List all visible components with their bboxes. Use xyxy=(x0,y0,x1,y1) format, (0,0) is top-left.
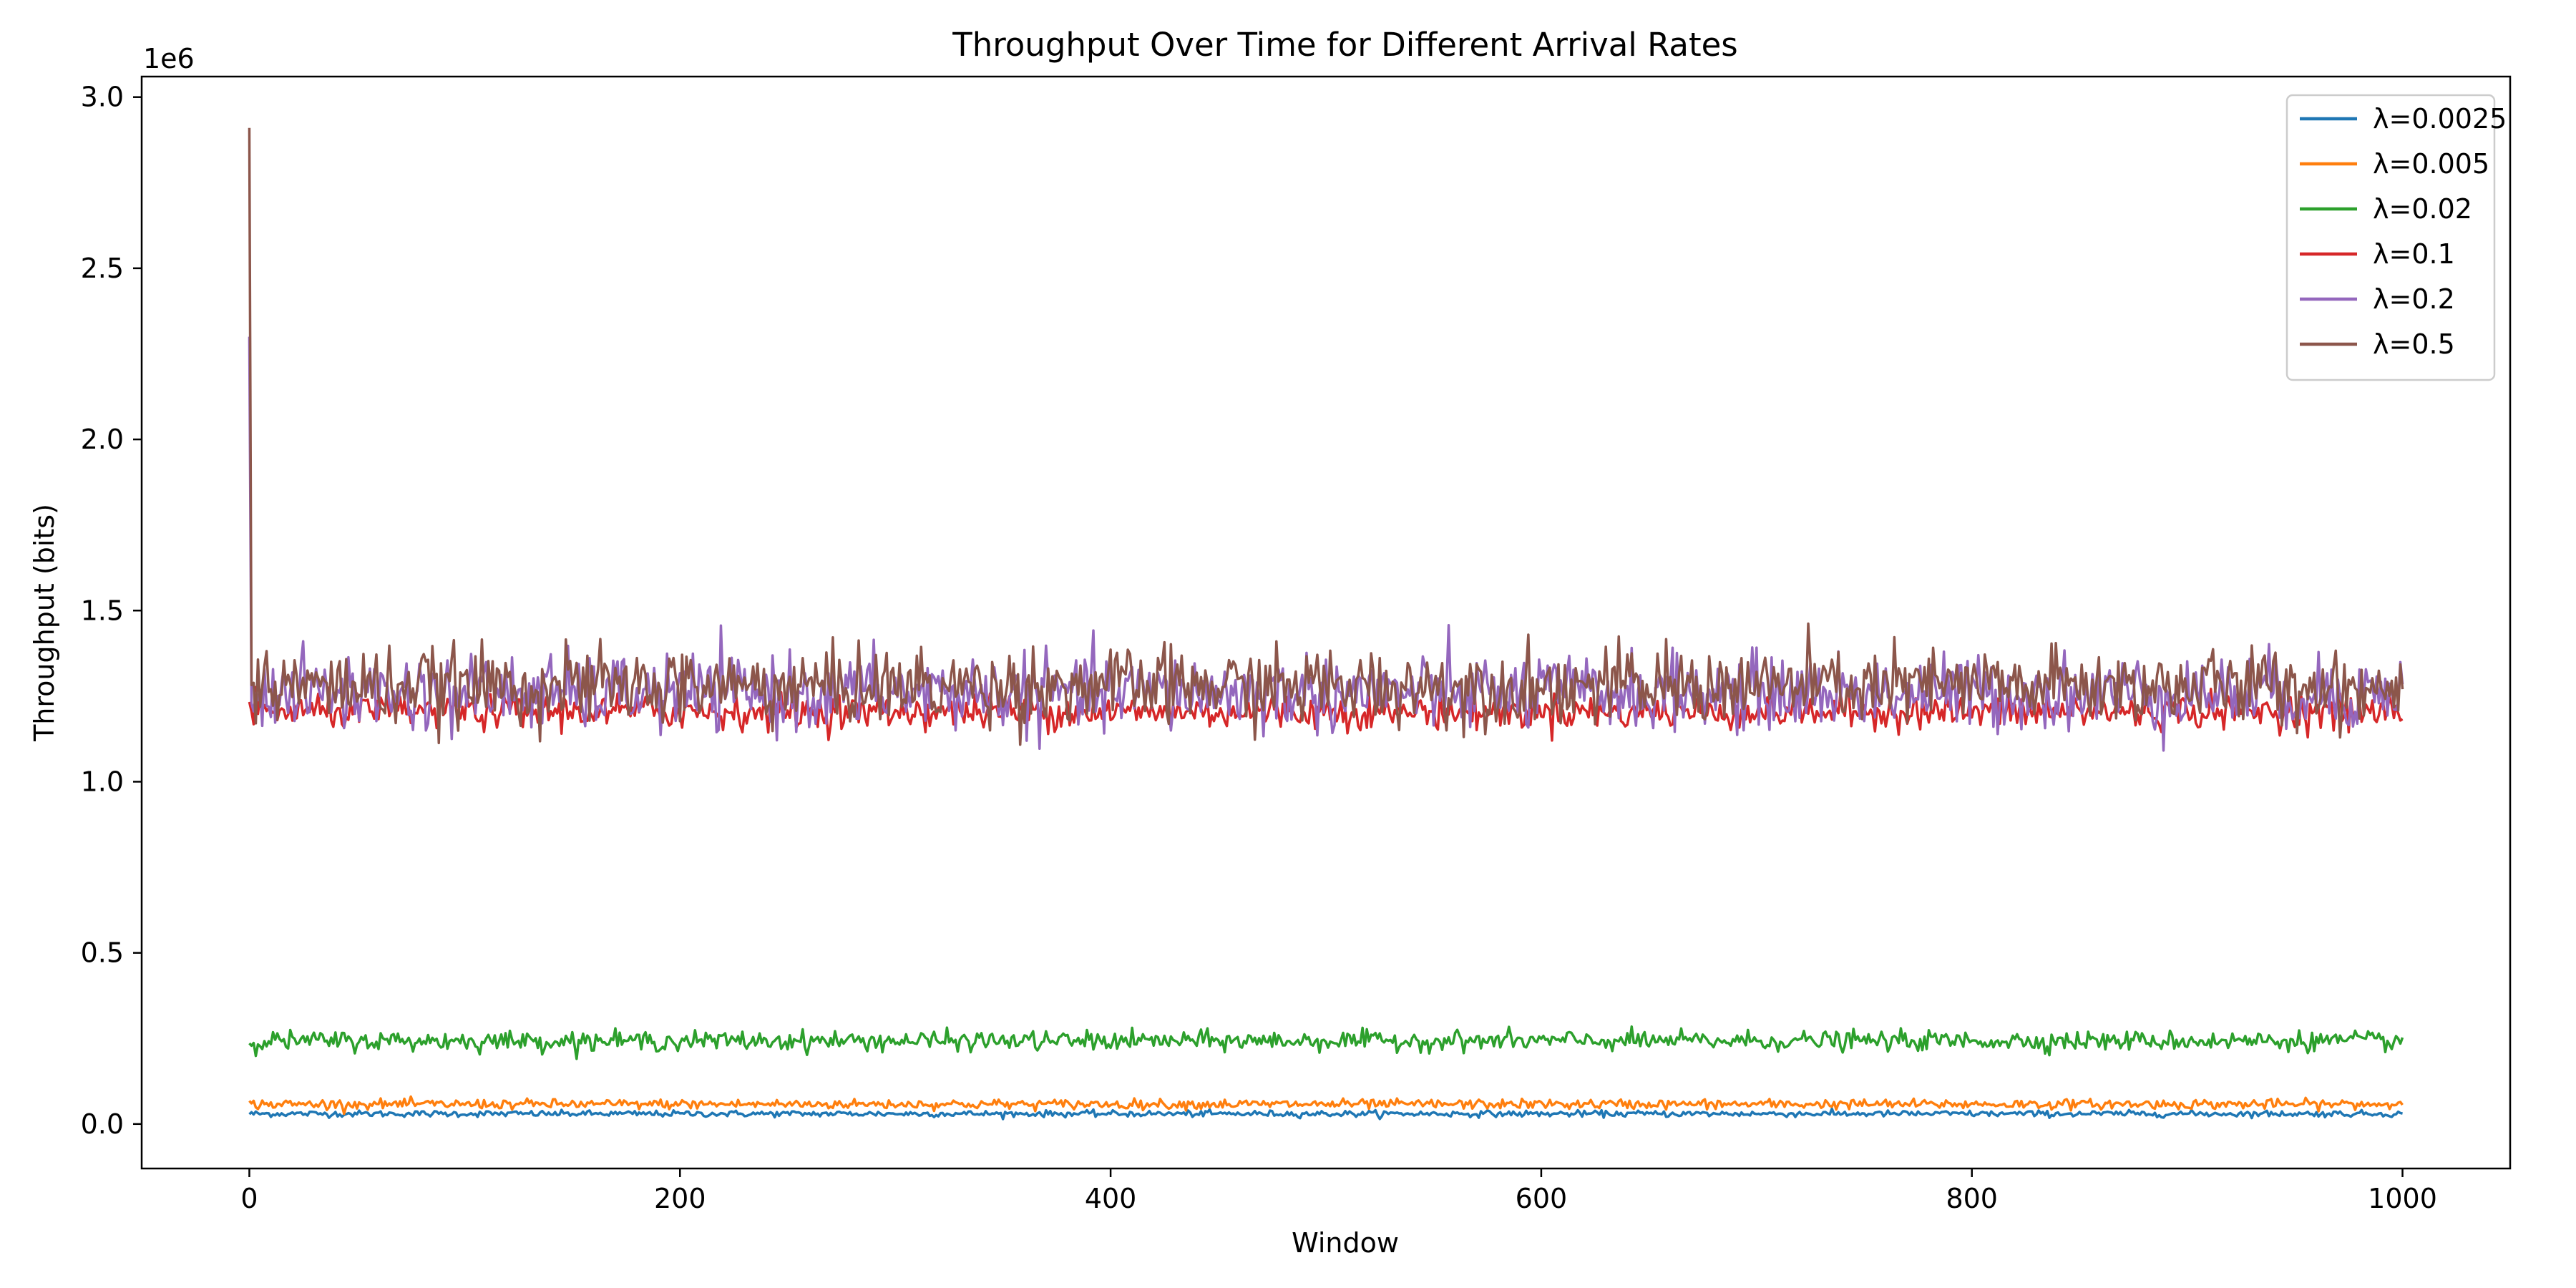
legend-label-5: λ=0.5 xyxy=(2373,328,2455,360)
x-tick-label: 600 xyxy=(1516,1183,1568,1214)
legend-label-4: λ=0.2 xyxy=(2373,283,2455,315)
plot-area xyxy=(248,127,2404,1121)
series-line-0 xyxy=(248,1107,2403,1121)
axes: 0 200 400 600 800 1000 0.0 0.5 1.0 1.5 2.0 2.5 3.0 xyxy=(81,75,2512,1214)
x-tick-label: 200 xyxy=(654,1183,706,1214)
legend-label-2: λ=0.02 xyxy=(2373,193,2472,225)
series-line-1 xyxy=(248,1095,2404,1116)
x-tick-label: 1000 xyxy=(2368,1183,2437,1214)
legend-label-3: λ=0.1 xyxy=(2373,238,2455,270)
legend-label-1: λ=0.005 xyxy=(2373,148,2489,180)
y-tick-label: 2.0 xyxy=(81,424,124,455)
y-tick-label: 0.5 xyxy=(81,937,124,969)
y-tick-label: 2.5 xyxy=(81,253,124,284)
y-tick-label: 1.0 xyxy=(81,766,124,797)
x-tick-label: 0 xyxy=(240,1183,258,1214)
chart-title: Throughput Over Time for Different Arriv… xyxy=(952,26,1738,64)
x-axis-label: Window xyxy=(1292,1227,1399,1259)
legend: λ=0.0025 λ=0.005 λ=0.02 λ=0.1 λ=0.2 λ=0.5 xyxy=(2285,94,2507,381)
y-tick-label: 3.0 xyxy=(81,82,124,113)
y-offset-label: 1e6 xyxy=(143,43,195,74)
y-tick-label: 0.0 xyxy=(81,1108,124,1140)
axes-frame xyxy=(140,75,2512,1170)
legend-label-0: λ=0.0025 xyxy=(2373,103,2507,135)
x-tick-label: 800 xyxy=(1946,1183,1998,1214)
y-tick-label: 1.5 xyxy=(81,595,124,626)
series-line-5 xyxy=(248,127,2404,746)
legend-box xyxy=(2285,94,2496,381)
series-line-2 xyxy=(248,1025,2404,1060)
y-axis-label: Throughput (bits) xyxy=(29,504,60,742)
x-tick-label: 400 xyxy=(1085,1183,1137,1214)
